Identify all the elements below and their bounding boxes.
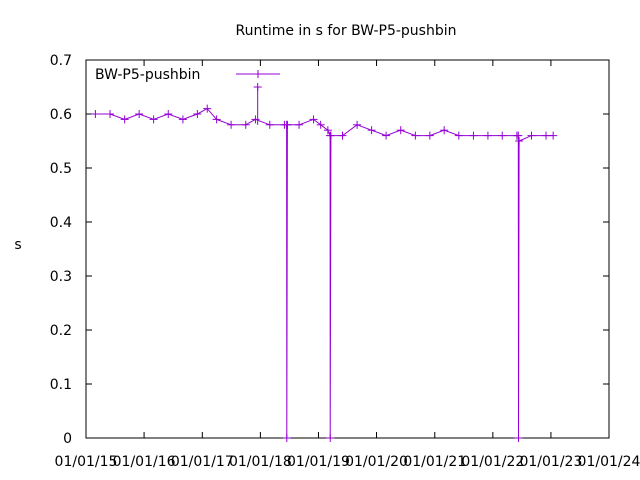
chart-title: Runtime in s for BW-P5-pushbin [236, 23, 457, 39]
data-point [549, 131, 558, 140]
y-tick-label: 0.4 [50, 215, 72, 231]
outlier-point [253, 83, 262, 125]
data-point [106, 110, 115, 118]
series-line [95, 107, 554, 439]
data-series [91, 83, 558, 442]
data-point [514, 131, 523, 140]
legend-label: BW-P5-pushbin [95, 67, 200, 83]
data-point [515, 137, 524, 145]
y-tick-label: 0.6 [50, 107, 72, 123]
x-tick-label: 01/01/22 [461, 454, 524, 470]
data-point [323, 126, 332, 135]
data-point [295, 120, 304, 129]
data-point [309, 115, 318, 124]
data-point [178, 115, 187, 124]
data-point [514, 434, 523, 442]
data-point [91, 110, 100, 118]
data-point [367, 126, 376, 135]
y-tick-label: 0.1 [50, 377, 72, 393]
data-point [396, 126, 405, 135]
data-point [469, 131, 478, 140]
data-point [353, 120, 362, 129]
data-point [283, 120, 292, 129]
data-point [135, 110, 144, 118]
data-point [149, 115, 158, 124]
data-point [164, 110, 173, 118]
data-point [227, 120, 236, 129]
data-point [193, 110, 202, 118]
x-tick-label: 01/01/24 [578, 454, 640, 470]
y-tick-label: 0.2 [50, 323, 72, 339]
y-ticks: 0 0.1 0.2 0.3 0.4 0.5 0.6 0.7 [50, 53, 609, 447]
data-point [382, 131, 391, 140]
x-ticks: 01/01/1501/01/1601/01/1701/01/1801/01/19… [55, 60, 640, 470]
x-tick-label: 01/01/20 [345, 454, 408, 470]
data-point [498, 131, 507, 140]
data-point [120, 115, 129, 124]
y-tick-label: 0.5 [50, 161, 72, 177]
data-point [411, 131, 420, 140]
x-tick-label: 01/01/15 [55, 454, 118, 470]
x-tick-label: 01/01/23 [519, 454, 582, 470]
data-point [454, 131, 463, 140]
data-point [326, 434, 335, 442]
data-point [338, 131, 347, 140]
data-point [316, 120, 325, 129]
plot-frame [85, 59, 610, 439]
x-tick-label: 01/01/17 [171, 454, 234, 470]
data-point [440, 126, 449, 135]
data-point [541, 131, 550, 140]
data-point [425, 131, 434, 140]
legend: BW-P5-pushbin [95, 67, 280, 83]
data-point [282, 434, 291, 442]
data-point [251, 115, 260, 124]
y-tick-label: 0 [63, 431, 72, 447]
data-point [203, 104, 212, 113]
axes [85, 59, 610, 439]
data-point [483, 131, 492, 140]
x-tick-label: 01/01/19 [287, 454, 350, 470]
x-tick-label: 01/01/18 [229, 454, 292, 470]
data-point [527, 131, 536, 140]
data-point [212, 115, 221, 124]
data-point [241, 120, 250, 129]
y-tick-label: 0.7 [50, 53, 72, 69]
data-point [326, 131, 335, 140]
x-tick-label: 01/01/21 [403, 454, 466, 470]
data-point [265, 120, 274, 129]
y-tick-label: 0.3 [50, 269, 72, 285]
x-tick-label: 01/01/16 [113, 454, 176, 470]
y-axis-label: s [14, 237, 21, 253]
